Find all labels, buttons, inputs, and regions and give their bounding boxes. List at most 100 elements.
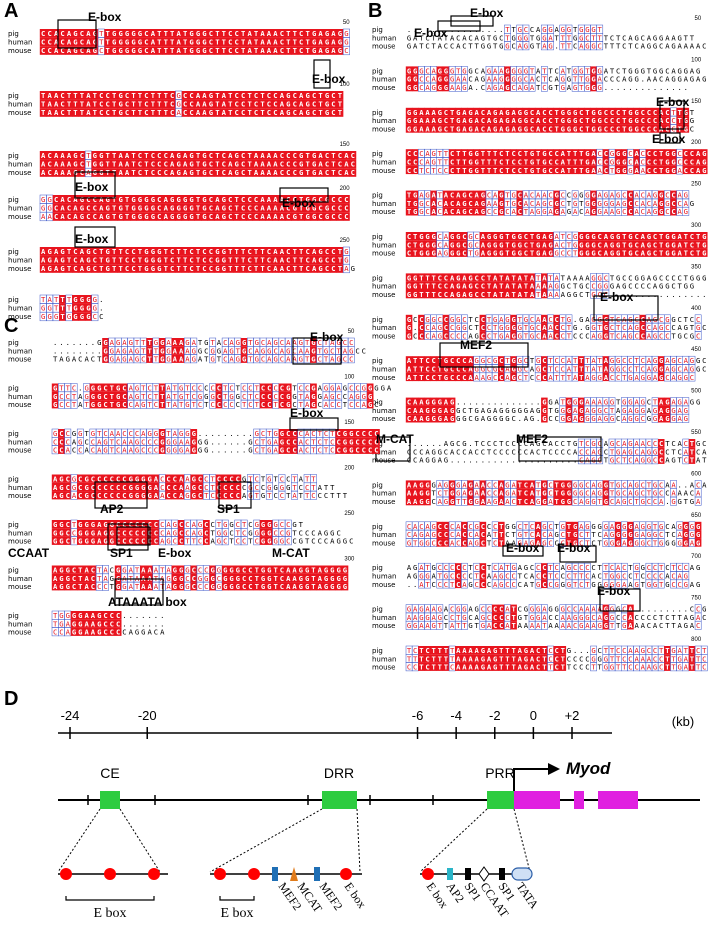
conserved-cell	[72, 151, 79, 160]
conserved-cell	[65, 37, 73, 47]
nucleotide: T	[524, 207, 529, 216]
nucleotide: C	[684, 166, 688, 175]
nucleotide: G	[622, 166, 626, 175]
conserved-cell	[207, 168, 215, 177]
conserved-cell	[310, 99, 318, 109]
nucleotide: .	[493, 456, 497, 465]
nucleotide: C	[425, 42, 429, 51]
nucleotide: G	[671, 249, 675, 258]
conserved-cell	[233, 108, 241, 117]
nucleotide: C	[293, 151, 297, 160]
conserved-cell	[39, 99, 47, 109]
nucleotide: T	[196, 168, 201, 177]
nucleotide: C	[413, 456, 417, 465]
nucleotide: G	[177, 151, 181, 160]
conserved-cell	[123, 99, 131, 109]
nucleotide: G	[628, 538, 632, 547]
nucleotide: T	[164, 100, 169, 109]
nucleotide: C	[690, 166, 694, 175]
nucleotide: T	[183, 38, 188, 47]
nucleotide: A	[260, 168, 265, 177]
nucleotide: A	[222, 100, 227, 109]
conserved-cell	[181, 151, 189, 160]
nucleotide: C	[505, 207, 509, 216]
nucleotide: .	[690, 290, 694, 299]
nucleotide: A	[54, 29, 59, 38]
panel-d-letter: D	[4, 688, 18, 711]
nucleotide: A	[622, 538, 627, 547]
nucleotide: T	[260, 100, 265, 109]
nucleotide: G	[585, 249, 589, 258]
nucleotide: A	[222, 108, 227, 117]
conserved-cell	[226, 29, 234, 38]
nucleotide: .	[634, 290, 638, 299]
conserved-cell	[278, 37, 286, 47]
conserved-cell	[123, 46, 131, 55]
nucleotide: C	[696, 331, 700, 340]
nucleotide: A	[125, 160, 130, 169]
conserved-cell	[52, 91, 60, 100]
nucleotide: C	[610, 497, 614, 506]
nucleotide: C	[299, 46, 303, 55]
nucleotide: C	[80, 168, 84, 177]
conserved-cell	[278, 159, 286, 169]
conserved-cell	[220, 99, 228, 109]
nucleotide: G	[112, 46, 116, 55]
conserved-cell	[317, 37, 324, 47]
nucleotide: G	[696, 365, 700, 374]
nucleotide: A	[450, 83, 455, 92]
conserved-cell	[175, 151, 183, 160]
nucleotide: A	[481, 373, 486, 382]
nucleotide: C	[209, 38, 213, 47]
conserved-cell	[252, 151, 260, 160]
nucleotide: A	[86, 108, 91, 117]
conserved-cell	[162, 151, 170, 160]
nucleotide: T	[425, 580, 430, 589]
species-label: pig	[8, 196, 19, 204]
conserved-cell	[310, 91, 318, 100]
conserved-cell	[149, 29, 157, 38]
nucleotide: A	[41, 212, 46, 221]
conserved-cell	[78, 46, 86, 55]
nucleotide: G	[312, 160, 316, 169]
nucleotide: C	[241, 168, 245, 177]
nucleotide: C	[425, 207, 429, 216]
nucleotide: A	[41, 151, 46, 160]
nucleotide: C	[338, 168, 342, 177]
nucleotide: .	[530, 456, 534, 465]
nucleotide: T	[41, 91, 46, 100]
conserved-cell	[317, 29, 324, 38]
conserved-cell	[78, 99, 86, 109]
nucleotide: C	[241, 108, 245, 117]
nucleotide: T	[247, 168, 252, 177]
conserved-cell	[97, 151, 105, 160]
nucleotide: T	[228, 108, 233, 117]
conserved-cell	[220, 108, 228, 117]
nucleotide: T	[338, 264, 343, 273]
position-number: 400	[691, 306, 702, 312]
nucleotide: C	[241, 100, 245, 109]
nucleotide: T	[215, 29, 220, 38]
nucleotide: G	[425, 538, 429, 547]
conserved-cell	[265, 108, 273, 117]
nucleotide: C	[462, 538, 466, 547]
nucleotide: .	[413, 580, 417, 589]
nucleotide: G	[432, 414, 436, 423]
nucleotide: G	[628, 249, 632, 258]
conserved-cell	[168, 151, 176, 160]
nucleotide: C	[536, 373, 540, 382]
conserved-cell	[168, 46, 176, 55]
nucleotide: A	[54, 151, 59, 160]
nucleotide: A	[60, 160, 65, 169]
nucleotide: T	[247, 108, 252, 117]
conserved-cell	[220, 91, 228, 100]
nucleotide: C	[286, 160, 290, 169]
nucleotide: G	[189, 38, 193, 47]
nucleotide: G	[702, 75, 706, 84]
nucleotide: A	[118, 151, 123, 160]
nucleotide: G	[286, 100, 290, 109]
nucleotide: C	[622, 207, 626, 216]
nucleotide: C	[616, 456, 620, 465]
nucleotide: G	[99, 160, 103, 169]
nucleotide: A	[318, 29, 323, 38]
